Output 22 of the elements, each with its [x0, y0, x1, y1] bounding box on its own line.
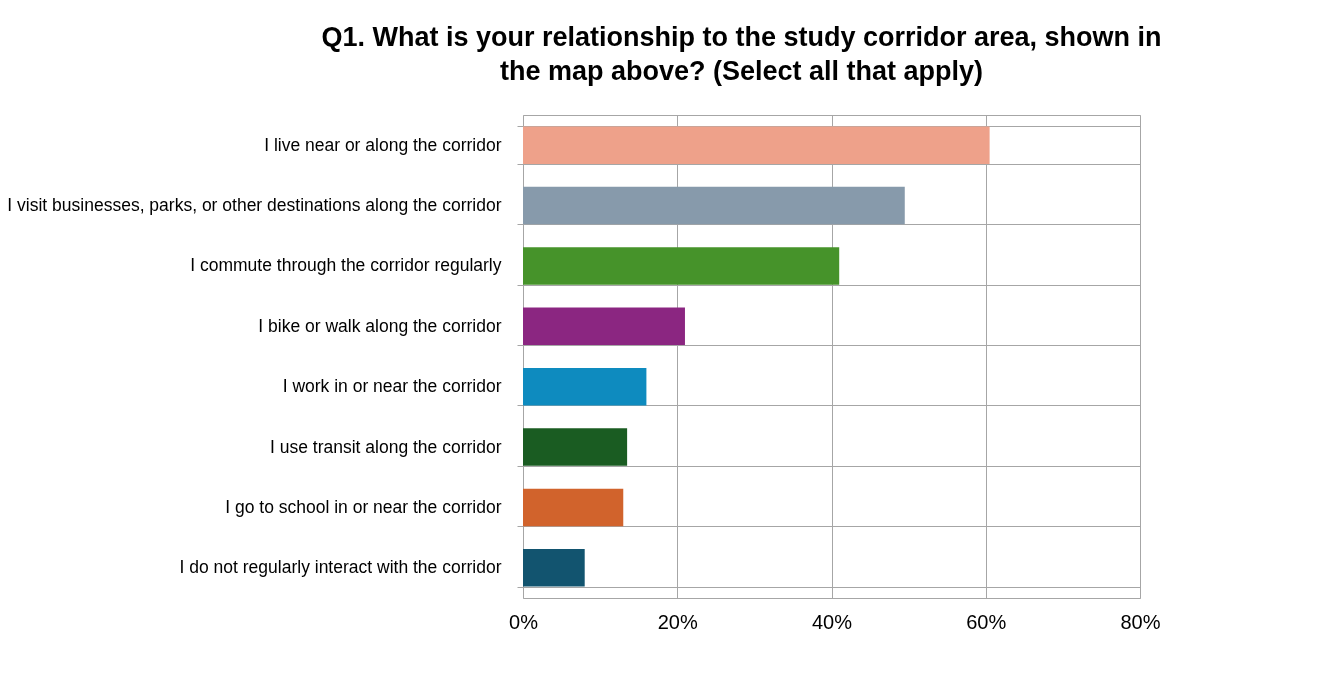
y-tick-label: I commute through the corridor regularly: [190, 255, 502, 276]
y-tick-label: I use transit along the corridor: [269, 436, 502, 457]
x-tick-label: 80%: [1120, 610, 1161, 633]
x-tick-label: 60%: [966, 610, 1007, 633]
bar: [523, 307, 685, 346]
y-tick-label: I live near or along the corridor: [264, 134, 502, 155]
bar: [523, 488, 624, 527]
y-tick-label: I visit businesses, parks, or other destinations along the corridor: [7, 195, 502, 216]
bar: [523, 367, 647, 406]
bar: [523, 247, 840, 285]
x-tick-label: 40%: [811, 610, 853, 633]
bar: [523, 126, 990, 164]
x-tick-label: 20%: [657, 610, 698, 633]
y-tick-label: I bike or walk along the corridor: [258, 315, 502, 336]
x-tick-label: 0%: [509, 610, 539, 633]
bar: [523, 549, 585, 587]
chart-title: Q1. What is your relationship to the study corridor area, shown in the map above? (Select all that apply): [321, 22, 1162, 86]
y-tick-label: I work in or near the corridor: [282, 376, 502, 397]
bar: [523, 186, 905, 225]
y-tick-label: I go to school in or near the corridor: [225, 496, 502, 517]
y-tick-label: I do not regularly interact with the corridor: [179, 557, 502, 578]
bar: [523, 428, 628, 466]
